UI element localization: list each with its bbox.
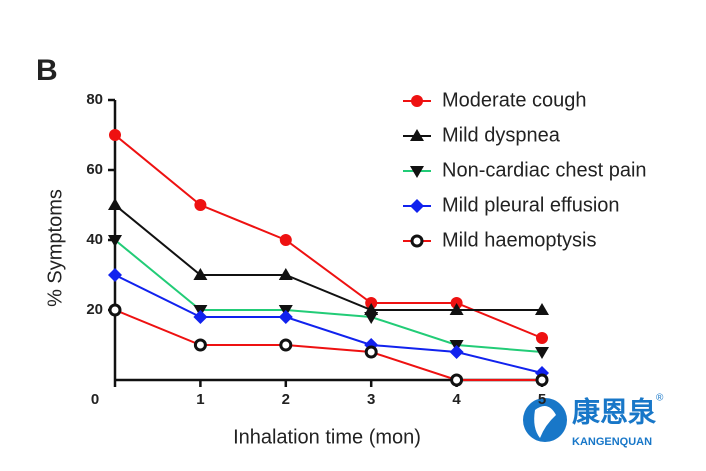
- marker: [535, 373, 549, 387]
- series-line: [114, 134, 543, 339]
- legend-marker: [411, 95, 423, 107]
- legend-marker: [410, 166, 424, 178]
- marker: [109, 129, 121, 141]
- marker: [449, 345, 464, 359]
- legend-label: Non-cardiac chest pain: [442, 159, 647, 181]
- x-tick-label: 3: [367, 391, 375, 408]
- watermark: 康恩泉 KANGENQUAN ®: [523, 393, 664, 448]
- y-tick-label: 20: [86, 301, 103, 318]
- y-tick-label: 60: [86, 161, 103, 178]
- marker: [278, 310, 293, 324]
- legend-label: Moderate cough: [442, 89, 587, 111]
- legend-marker: [410, 199, 424, 213]
- marker: [108, 198, 122, 210]
- logo-drop: [534, 406, 556, 438]
- legend-label: Mild haemoptysis: [442, 229, 597, 251]
- marker: [364, 345, 378, 359]
- marker: [535, 303, 549, 315]
- legend-label: Mild pleural effusion: [442, 194, 620, 216]
- marker: [279, 234, 292, 246]
- series-line: [114, 309, 542, 381]
- series-line: [114, 204, 542, 311]
- legend-marker: [410, 234, 424, 248]
- x-tick-label: 5: [538, 391, 546, 408]
- x-tick-label: 2: [282, 391, 290, 408]
- marker: [108, 303, 122, 317]
- series-line: [114, 274, 543, 374]
- logo-sub: KANGENQUAN: [572, 436, 652, 448]
- y-tick-label: 80: [86, 91, 103, 108]
- panel-label: B: [36, 54, 58, 87]
- series-line: [114, 239, 543, 353]
- x-tick-label: 0: [91, 391, 99, 408]
- legend-label: Mild dyspnea: [442, 124, 561, 146]
- marker: [194, 199, 207, 211]
- legend-marker: [410, 129, 424, 141]
- marker: [108, 268, 122, 282]
- marker: [193, 310, 208, 324]
- marker: [449, 303, 464, 315]
- x-tick-label: 4: [452, 391, 461, 408]
- marker: [193, 268, 208, 280]
- marker: [536, 332, 548, 344]
- marker: [278, 268, 293, 280]
- marker: [108, 235, 122, 247]
- logo-text: 康恩泉: [572, 395, 657, 427]
- y-tick-label: 40: [86, 231, 103, 248]
- x-axis-label: Inhalation time (mon): [233, 426, 421, 448]
- x-tick-label: 1: [196, 391, 204, 408]
- marker: [364, 312, 379, 324]
- marker: [535, 347, 549, 359]
- marker: [193, 338, 207, 352]
- logo-mark: ®: [656, 393, 664, 404]
- marker: [450, 373, 464, 387]
- y-axis-label: % Symptoms: [44, 189, 66, 307]
- marker: [279, 338, 293, 352]
